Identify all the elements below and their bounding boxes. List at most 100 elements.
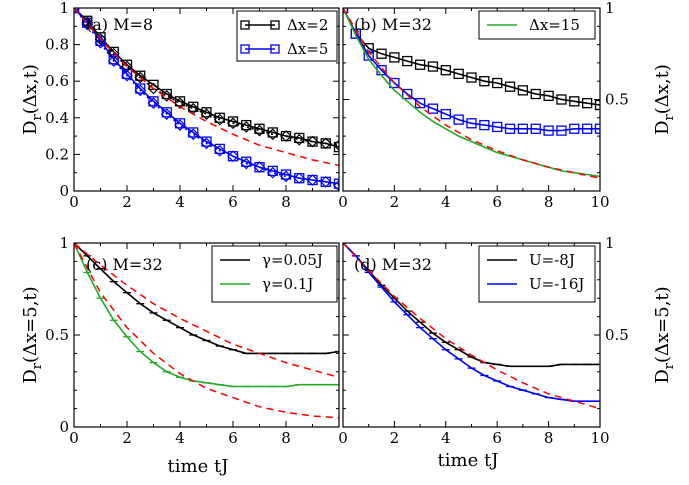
y-axis-label-main: D <box>652 369 673 383</box>
plot-area <box>74 8 339 191</box>
x-tick-label: 4 <box>441 429 451 447</box>
data-point <box>293 133 306 146</box>
data-point <box>517 123 529 134</box>
data-point <box>213 144 226 157</box>
y-axis-label-rest: (Δx,t) <box>652 64 673 114</box>
y-tick-label: 0 <box>59 182 69 200</box>
data-point <box>148 96 159 107</box>
x-tick-label: 4 <box>441 193 451 211</box>
data-point <box>254 123 265 134</box>
x-axis-label-left: time tJ <box>168 456 229 477</box>
x-tick-label: 0 <box>338 193 348 211</box>
data-point <box>569 96 580 107</box>
y-axis-label-sub: r <box>662 113 677 120</box>
panel-label: (b) M=32 <box>354 15 432 34</box>
data-point <box>569 123 580 134</box>
legend: Δx=15 <box>478 10 596 40</box>
y-axis-label: Dr(Δx=5,t) <box>652 286 677 383</box>
data-point <box>582 123 593 134</box>
y-axis-label-sub: r <box>662 362 677 369</box>
x-tick-label: 0 <box>69 429 79 447</box>
y-tick-label: 0.5 <box>45 326 69 344</box>
data-point <box>389 52 400 63</box>
y-tick-label: 1 <box>59 234 69 252</box>
panel-label: (a) M=8 <box>86 15 153 34</box>
data-point <box>504 123 516 134</box>
y-axis-label-main: D <box>652 120 673 134</box>
y-tick-label: 0.6 <box>45 72 69 90</box>
plot-area <box>343 243 600 410</box>
legend-box <box>236 10 338 62</box>
panel-3: 0 2 4 6 8 0 0.5 1 Dr(Δx=5,t) (c) M=32 γ=0.05J γ=0.1… <box>20 234 340 447</box>
data-point <box>187 128 200 141</box>
data-point <box>161 107 172 118</box>
panel-label: (d) M=32 <box>354 255 432 274</box>
data-point <box>135 70 146 81</box>
data-point <box>466 72 477 83</box>
legend-label: Δx=2 <box>287 16 328 34</box>
legend-box <box>478 245 596 303</box>
data-point <box>440 65 451 76</box>
x-tick-label: 2 <box>122 193 132 211</box>
data-point <box>147 82 160 95</box>
series-line-4 <box>74 243 339 419</box>
y-axis-label: Dr(Δx,t) <box>20 64 45 135</box>
data-point <box>479 119 490 131</box>
data-point <box>160 108 173 120</box>
data-point <box>333 139 339 152</box>
data-point <box>267 165 278 177</box>
y-tick-label: 0.2 <box>45 145 69 163</box>
data-point <box>530 88 541 100</box>
panel-2: 0 2 4 6 8 10 0.5 1 Dr(Δx,t) (b) M=32 Δx=15 <box>338 0 677 211</box>
x-axis-label-right: time tJ <box>438 450 499 471</box>
data-point <box>107 47 120 60</box>
data-point <box>402 88 413 100</box>
plot-area <box>343 8 600 179</box>
data-point <box>479 76 490 87</box>
y-tick-label: 0.8 <box>45 36 69 54</box>
series-line-3 <box>74 243 339 379</box>
data-point <box>504 81 516 92</box>
data-point <box>440 108 451 120</box>
x-tick-label: 2 <box>390 429 400 447</box>
data-point <box>134 71 147 84</box>
panel-4: 0 2 4 6 8 10 0.5 1 Dr(Δx=5,t) (d) M=32 U=-8J U=-16J <box>338 234 677 447</box>
data-point <box>241 119 252 131</box>
data-point <box>543 90 554 101</box>
data-point <box>319 137 332 150</box>
data-point <box>376 48 387 59</box>
data-point <box>594 123 600 134</box>
data-point <box>280 170 292 183</box>
legend-marker <box>240 44 250 54</box>
x-tick-label: 0 <box>338 429 348 447</box>
x-tick-label: 6 <box>492 429 502 447</box>
data-point <box>453 68 464 80</box>
y-axis-label-sub: r <box>30 113 45 120</box>
data-point <box>556 125 567 136</box>
data-point <box>121 69 133 82</box>
data-point <box>594 99 600 111</box>
x-tick-label: 8 <box>544 193 554 211</box>
plot-area <box>74 243 339 419</box>
x-tick-label: 2 <box>390 193 400 211</box>
data-point <box>227 150 239 163</box>
data-point <box>95 35 106 47</box>
x-tick-label: 10 <box>590 193 609 211</box>
data-point <box>174 97 186 110</box>
data-point <box>200 108 213 120</box>
data-point <box>200 137 213 150</box>
x-tick-label: 6 <box>492 193 502 211</box>
data-point <box>389 77 400 89</box>
legend: Δx=2 Δx=5 <box>236 10 338 62</box>
data-point <box>174 118 186 129</box>
data-point <box>582 98 593 109</box>
data-point <box>427 103 439 114</box>
x-tick-label: 8 <box>544 429 554 447</box>
legend-marker <box>270 20 280 30</box>
data-point <box>147 97 160 110</box>
legend-label: U=-8J <box>529 251 575 269</box>
x-tick-label: 6 <box>228 193 238 211</box>
data-point <box>293 172 306 185</box>
